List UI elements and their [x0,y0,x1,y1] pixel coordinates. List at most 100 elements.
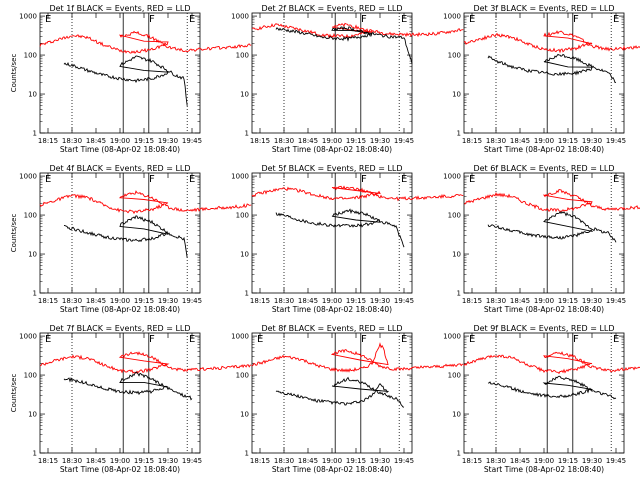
x-tick-label: 18:45 [510,297,530,305]
panel-2: Det 2f BLACK = Events, RED = LLD 1 10 100 10… [231,4,464,154]
x-tick-label: 18:45 [298,297,318,305]
y-tick-label: 1 [33,290,37,298]
marker-label-e: E [401,14,407,25]
x-axis-label: Start Time (08-Apr-02 18:08:40) [60,305,180,314]
y-tick-label: 1 [457,290,461,298]
y-tick-label: 100 [236,52,249,60]
y-tick-label: 10 [28,251,37,259]
series-line-events [63,55,188,106]
x-tick-label: 19:30 [582,457,602,465]
x-tick-label: 18:15 [38,297,58,305]
marker-label-e: E [469,14,475,25]
x-tick-label: 19:30 [158,137,178,145]
panel-7: Det 7f BLACK = Events, RED = LLD 1 10 100 10… [10,324,252,474]
x-tick-label: 18:30 [274,297,294,305]
x-tick-label: 18:30 [62,457,82,465]
x-tick-label: 19:15 [346,137,366,145]
y-tick-label: 1000 [231,13,249,21]
x-tick-label: 19:45 [182,457,202,465]
y-tick-label: 10 [28,411,37,419]
y-tick-label: 1000 [231,333,249,341]
plot-frame [251,332,413,454]
plot-frame [251,172,413,294]
marker-label-f: F [573,174,579,185]
series-line-lld [251,185,464,202]
x-tick-label: 18:30 [486,457,506,465]
marker-label-f: F [573,14,579,25]
x-tick-label: 18:30 [486,297,506,305]
x-tick-label: 19:30 [370,137,390,145]
series-line-lld [463,351,640,375]
series-line-lld [463,188,640,213]
x-tick-label: 18:15 [462,297,482,305]
x-tick-label: 19:00 [110,457,130,465]
y-tick-label: 10 [240,411,249,419]
x-axis-label: Start Time (08-Apr-02 18:08:40) [484,145,604,154]
x-tick-label: 19:30 [370,297,390,305]
y-tick-label: 100 [24,212,37,220]
x-tick-label: 18:30 [62,297,82,305]
y-tick-label: 1000 [19,173,37,181]
panel-title: Det 5f BLACK = Events, RED = LLD [261,164,402,173]
x-tick-label: 18:15 [250,297,270,305]
marker-label-e: E [401,334,407,345]
x-tick-label: 19:00 [322,137,342,145]
y-tick-label: 1 [457,130,461,138]
marker-label-f: F [149,14,155,25]
x-tick-label: 19:15 [558,457,578,465]
x-tick-label: 19:15 [134,457,154,465]
x-tick-label: 19:45 [182,297,202,305]
x-tick-label: 19:30 [158,457,178,465]
panel-title: Det 1f BLACK = Events, RED = LLD [49,4,190,13]
y-tick-label: 1000 [19,333,37,341]
x-tick-label: 19:45 [606,457,626,465]
panel-1: Det 1f BLACK = Events, RED = LLD 1 10 100 10… [10,4,252,154]
x-tick-label: 19:15 [558,297,578,305]
x-tick-label: 18:30 [62,137,82,145]
x-tick-label: 19:15 [558,137,578,145]
y-tick-label: 1 [245,450,249,458]
marker-label-e: E [45,334,51,345]
series-line-lld [252,22,464,39]
series-line-events [275,25,413,64]
series-line-lld [39,351,252,374]
series-line-events [63,371,193,401]
y-tick-label: 10 [452,91,461,99]
x-tick-label: 19:30 [370,457,390,465]
x-tick-label: 18:15 [250,457,270,465]
panel-5: Det 5f BLACK = Events, RED = LLD 1 10 100 10… [231,164,464,314]
x-tick-label: 19:15 [134,137,154,145]
x-tick-label: 19:45 [606,297,626,305]
x-tick-label: 18:45 [298,457,318,465]
series-line-lld [251,342,464,373]
y-tick-label: 100 [448,212,461,220]
marker-label-f: F [361,14,367,25]
marker-label-f: F [361,334,367,345]
series-line-lld [39,190,252,215]
x-axis-label: Start Time (08-Apr-02 18:08:40) [272,465,392,474]
y-tick-label: 100 [448,372,461,380]
marker-label-e: E [45,14,51,25]
x-tick-label: 18:15 [38,137,58,145]
x-tick-label: 19:15 [346,297,366,305]
series-line-events [487,210,617,243]
series-line-events [63,215,188,258]
x-tick-label: 18:45 [86,457,106,465]
y-tick-label: 1 [33,450,37,458]
y-tick-label: 100 [236,372,249,380]
panel-title: Det 6f BLACK = Events, RED = LLD [473,164,614,173]
y-tick-label: 10 [452,411,461,419]
x-tick-label: 18:15 [462,457,482,465]
marker-label-e: E [401,174,407,185]
x-tick-label: 19:45 [394,297,414,305]
x-tick-label: 19:45 [182,137,202,145]
x-tick-label: 19:15 [134,297,154,305]
y-axis-label: Counts/sec [10,214,18,253]
x-tick-label: 18:30 [274,137,294,145]
y-tick-label: 100 [448,52,461,60]
x-tick-label: 19:00 [322,457,342,465]
series-line-events [487,375,617,400]
panel-title: Det 2f BLACK = Events, RED = LLD [261,4,402,13]
x-tick-label: 19:00 [322,297,342,305]
